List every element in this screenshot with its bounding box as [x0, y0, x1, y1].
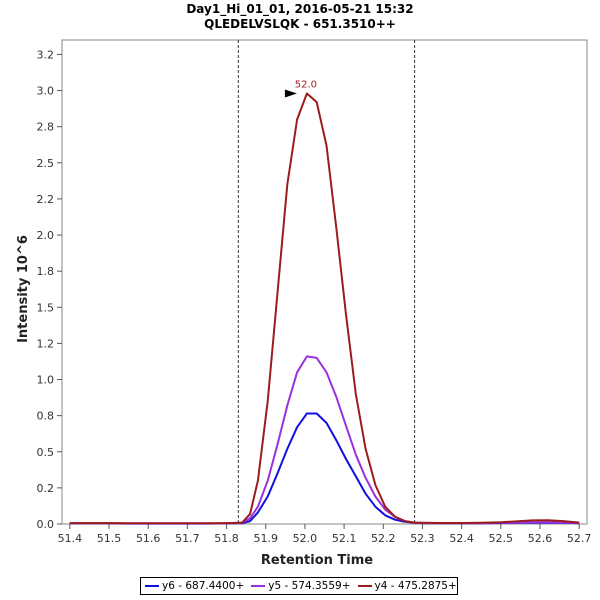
- legend-item: y6 - 687.4400+: [145, 580, 244, 592]
- x-tick-label: 51.9: [253, 532, 278, 545]
- legend-item: y5 - 574.3559+: [251, 580, 351, 592]
- y-tick-label: 2.5: [37, 157, 55, 170]
- x-tick-label: 51.4: [58, 532, 83, 545]
- x-axis-label: Retention Time: [261, 553, 373, 568]
- y-tick-label: 2.8: [37, 121, 55, 134]
- y-tick-label: 0.0: [37, 518, 55, 531]
- legend-label: y5 - 574.3559+: [268, 580, 351, 592]
- x-tick-label: 52.7: [567, 532, 592, 545]
- series-line-y4: [69, 92, 580, 525]
- y-tick-label: 0.2: [37, 482, 55, 495]
- legend-label: y4 - 475.2875+: [374, 580, 457, 592]
- legend-swatch: [251, 585, 266, 587]
- legend-label: y6 - 687.4400+: [162, 580, 245, 592]
- legend: y6 - 687.4400+ y5 - 574.3559+ y4 - 475.287…: [140, 577, 458, 595]
- x-tick-label: 52.5: [489, 532, 514, 545]
- x-tick-label: 52.0: [293, 532, 318, 545]
- x-tick-label: 52.3: [410, 532, 435, 545]
- y-tick-label: 0.8: [37, 410, 55, 423]
- x-tick-label: 52.1: [332, 532, 357, 545]
- legend-item: y4 - 475.2875+: [357, 580, 457, 592]
- y-tick-label: 1.5: [37, 301, 55, 314]
- y-tick-label: 3.2: [37, 48, 55, 61]
- y-tick-label: 0.5: [37, 446, 55, 459]
- peak-marker-arrow: [284, 89, 297, 98]
- y-tick-label: 1.2: [37, 337, 55, 350]
- x-tick-label: 51.7: [175, 532, 200, 545]
- x-tick-label: 52.6: [528, 532, 553, 545]
- y-tick-label: 1.8: [37, 265, 55, 278]
- peak-label: 52.0: [295, 79, 317, 90]
- y-tick-label: 3.0: [37, 85, 55, 98]
- x-tick-label: 51.5: [97, 532, 122, 545]
- y-tick-label: 2.2: [37, 193, 55, 206]
- legend-swatch: [145, 585, 159, 587]
- legend-swatch: [357, 585, 372, 587]
- y-tick-label: 2.0: [37, 229, 55, 242]
- x-tick-label: 52.2: [371, 532, 396, 545]
- plot-area: [61, 39, 588, 525]
- chart-subtitle: QLEDELVSLQK - 651.3510++: [204, 17, 396, 31]
- y-axis-label: Intensity 10^6: [16, 235, 31, 343]
- chart-title: Day1_Hi_01_01, 2016-05-21 15:32: [186, 2, 414, 16]
- x-tick-label: 52.4: [449, 532, 474, 545]
- x-tick-label: 51.8: [214, 532, 239, 545]
- y-tick-label: 1.0: [37, 374, 55, 387]
- x-tick-label: 51.6: [136, 532, 161, 545]
